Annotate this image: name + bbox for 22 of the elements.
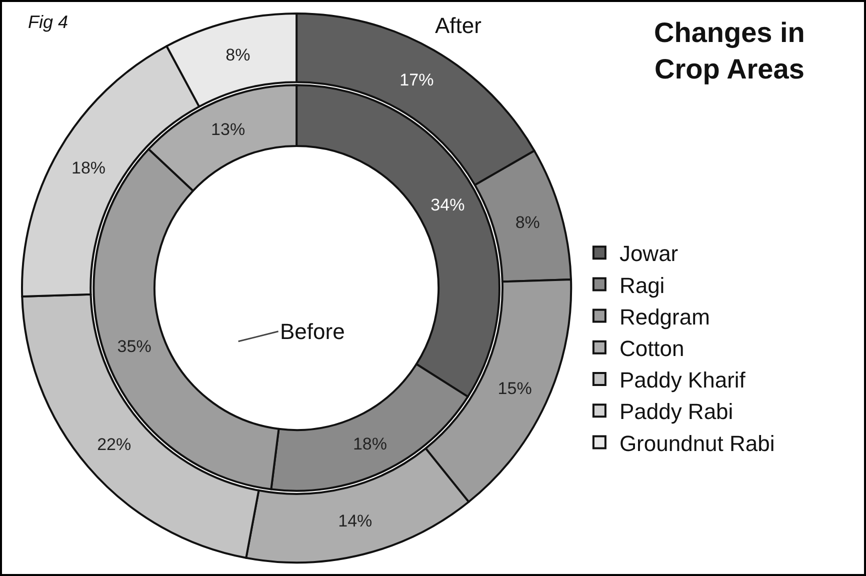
data-label: 17% bbox=[400, 70, 434, 90]
data-label: 8% bbox=[515, 212, 540, 232]
data-label: 34% bbox=[430, 195, 465, 214]
data-label: 13% bbox=[211, 120, 246, 140]
data-label: 15% bbox=[498, 378, 532, 398]
slice-label: After bbox=[435, 13, 482, 38]
text: Changes in Crop Areas bbox=[654, 17, 805, 84]
data-label: 35% bbox=[117, 336, 152, 356]
slice-label: Before bbox=[280, 319, 345, 344]
data-label: 18% bbox=[71, 158, 106, 178]
legend-label: Ragi bbox=[619, 272, 665, 298]
legend-label: Paddy Rabi bbox=[619, 399, 734, 424]
data-label: 8% bbox=[226, 46, 250, 65]
legend-label: Jowar bbox=[619, 241, 678, 266]
legend-label: Paddy Kharif bbox=[619, 368, 746, 393]
caption: Fig 4 bbox=[28, 12, 68, 32]
data-label: 22% bbox=[97, 434, 132, 454]
legend-label: Groundnut Rabi bbox=[619, 430, 775, 456]
legend-label: Redgram bbox=[619, 304, 710, 330]
data-label: 18% bbox=[352, 434, 387, 454]
data-label: 14% bbox=[338, 511, 372, 530]
legend-label: Cotton bbox=[619, 336, 684, 361]
